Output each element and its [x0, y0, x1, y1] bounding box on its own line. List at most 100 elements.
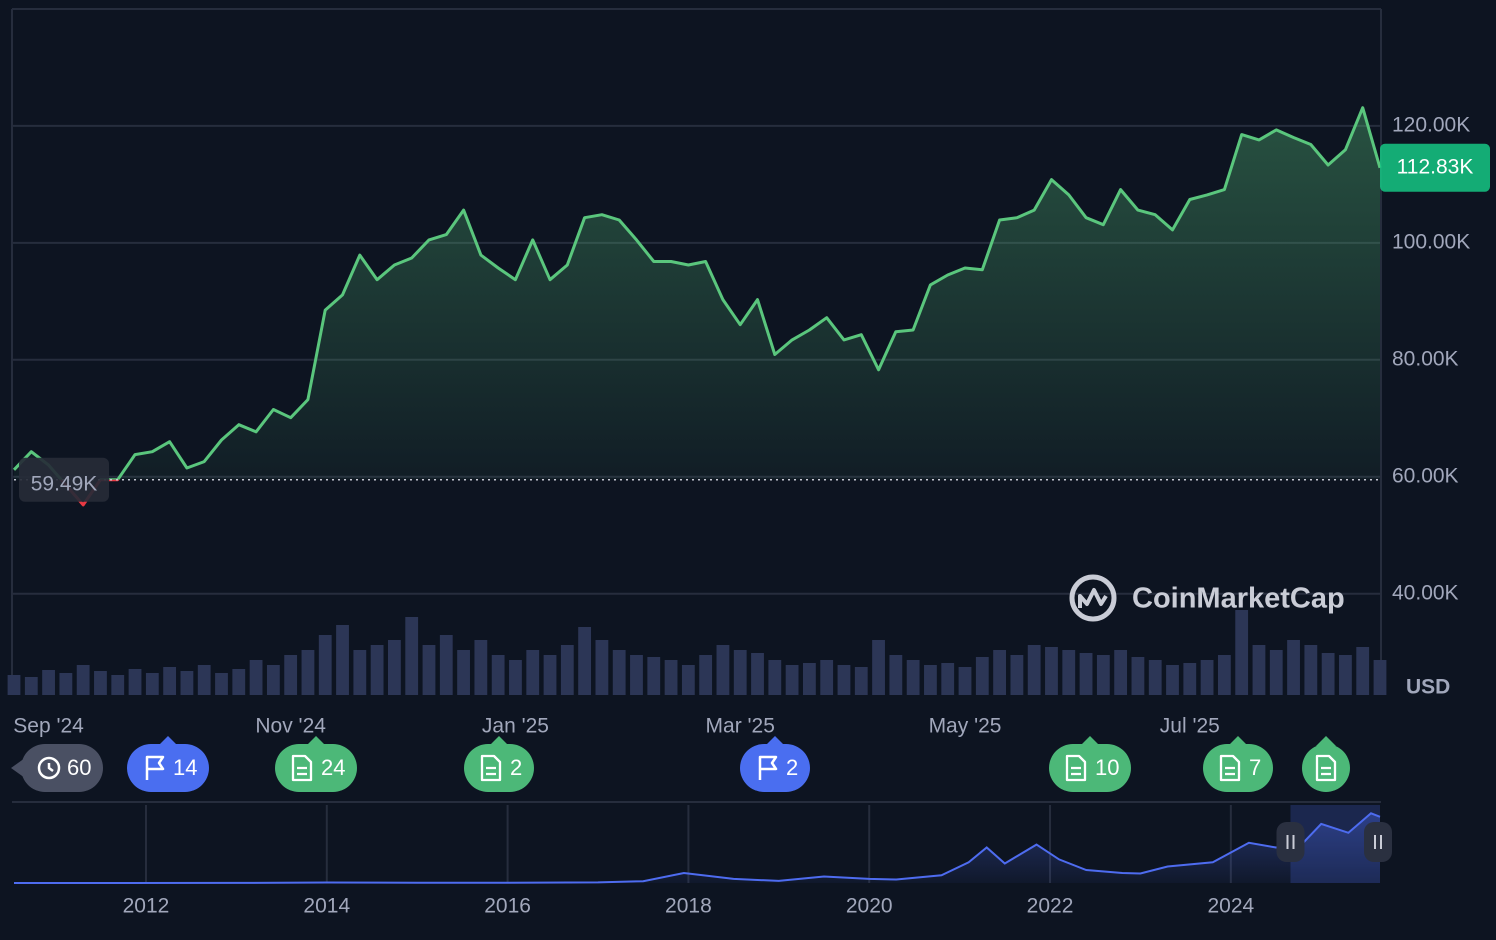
event-icon — [47, 763, 54, 772]
event-badge[interactable]: 2 — [464, 736, 534, 792]
volume-bar — [336, 625, 349, 695]
logo — [1069, 574, 1117, 622]
volume-bar — [1287, 640, 1300, 695]
x-tick-label: Jul '25 — [1160, 715, 1220, 738]
event-icon — [480, 754, 502, 782]
event-count: 24 — [321, 755, 345, 780]
event-icon — [758, 755, 778, 780]
event-badge[interactable]: 2 — [740, 736, 810, 792]
currency-label: USD — [1406, 676, 1450, 699]
volume-bar — [906, 660, 920, 695]
volume-bar — [76, 665, 90, 695]
volume-bar — [59, 673, 73, 695]
event-badge[interactable]: 24 — [275, 736, 357, 792]
volume-bar — [543, 655, 557, 695]
volume-bar — [284, 655, 298, 695]
volume-bar — [128, 669, 142, 695]
event-pointer — [158, 736, 178, 746]
volume-bar — [751, 653, 764, 695]
volume-bar — [370, 645, 384, 695]
volume-bar — [1252, 645, 1266, 695]
event-icon — [1219, 754, 1241, 782]
volume-bar — [560, 645, 574, 695]
volume-bar — [1339, 655, 1352, 695]
volume-bar — [630, 655, 643, 695]
event-badge[interactable]: 7 — [1203, 736, 1273, 792]
volume-bar — [1010, 655, 1024, 695]
volume-bar — [1148, 660, 1162, 695]
volume-bar — [647, 657, 661, 695]
navigator-tick-label: 2018 — [665, 895, 712, 918]
volume-bar — [854, 667, 868, 695]
volume-bar — [681, 665, 695, 695]
volume-bar — [388, 640, 401, 695]
volume-bar — [1304, 645, 1318, 695]
volume-bar — [785, 665, 799, 695]
volume-bar — [1217, 655, 1231, 695]
event-pointer — [1228, 736, 1248, 746]
event-count: 7 — [1249, 755, 1261, 780]
volume-bar — [1200, 660, 1214, 695]
volume-bar — [318, 635, 332, 695]
volume-bar — [42, 670, 55, 695]
volume-bar — [405, 617, 419, 695]
reference-label: 59.49K — [31, 472, 98, 495]
event-bg — [21, 744, 103, 792]
event-icon — [37, 756, 61, 780]
navigator-line — [13, 812, 1381, 884]
volume-bar — [353, 650, 367, 695]
navigator-tick-label: 2024 — [1207, 895, 1254, 918]
y-tick-label: 100.00K — [1392, 230, 1470, 253]
volume-bar — [889, 655, 903, 695]
volume-bar — [820, 660, 834, 695]
volume-bar — [457, 650, 470, 695]
volume-bar — [301, 650, 315, 695]
event-pointer — [1316, 736, 1336, 746]
volume-bar — [7, 675, 21, 695]
watermark-text: CoinMarketCap — [1132, 583, 1345, 615]
last-price-bg — [1380, 143, 1490, 192]
plot: 40.00K 60.00K 80.00K 100.00K 120.00K Sep '24 N… — [7, 106, 1490, 918]
volume-bar — [733, 650, 747, 695]
last-price-label: 112.83K — [1397, 155, 1474, 178]
watermark: CoinMarketCap — [1069, 574, 1345, 622]
volume-bar — [1131, 657, 1145, 695]
event-icon — [1065, 754, 1087, 782]
x-tick-label: Mar '25 — [706, 715, 775, 738]
volume-bar — [163, 667, 177, 695]
navigator-handle[interactable] — [1364, 822, 1392, 862]
volume-bar — [1166, 665, 1179, 695]
volume-bar — [1079, 653, 1093, 695]
volume-bar — [509, 660, 522, 695]
volume-bar — [94, 671, 107, 695]
event-badge[interactable]: 60 — [11, 744, 103, 792]
volume-bar — [837, 665, 851, 695]
event-icon — [1315, 754, 1337, 782]
volume-bar — [768, 660, 782, 695]
volume-bar — [1373, 660, 1387, 695]
x-tick-label: May '25 — [929, 715, 1002, 738]
event-count: 14 — [173, 755, 197, 780]
volume-bar — [1269, 650, 1283, 695]
price-area — [14, 107, 1380, 480]
volume-bar — [941, 663, 955, 695]
volume-bar — [232, 669, 246, 695]
volume-bar — [491, 655, 505, 695]
navigator-handle[interactable] — [1276, 822, 1305, 862]
volume-bar — [924, 665, 937, 695]
volume-bar — [474, 640, 488, 695]
volume-bar — [578, 627, 592, 695]
event-badge[interactable]: 10 — [1049, 736, 1131, 792]
volume-bar — [266, 665, 280, 695]
volume-bar — [1183, 663, 1197, 695]
event-badge[interactable] — [1302, 736, 1350, 792]
reference-label-bg — [19, 457, 109, 502]
volume-bar — [958, 667, 972, 695]
navigator-area — [14, 813, 1380, 883]
event-badge[interactable]: 14 — [127, 736, 209, 792]
volume-bar — [1235, 610, 1249, 695]
y-tick-label: 60.00K — [1392, 464, 1459, 487]
volume-bar — [249, 660, 263, 695]
x-tick-label: Sep '24 — [13, 715, 84, 738]
handle-body — [1276, 822, 1305, 862]
